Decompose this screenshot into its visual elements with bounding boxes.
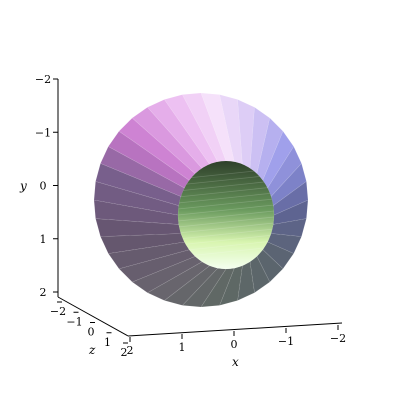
y-axis-title: y xyxy=(19,179,27,193)
y-axis-ticks: −2 −1 0 1 2 xyxy=(35,73,58,299)
torus-inner-band xyxy=(178,222,274,234)
torus-surface xyxy=(93,92,309,308)
torus-inner-band xyxy=(178,186,274,198)
x-axis-tick-label: 1 xyxy=(179,341,186,354)
torus-inner-band xyxy=(178,234,274,246)
z-axis-tick-label: 0 xyxy=(88,326,95,339)
torus-inner-band xyxy=(178,216,274,228)
z-axis-ticks: −2−1 012 xyxy=(50,301,128,359)
z-axis-tick-label: −1 xyxy=(66,315,82,328)
torus-inner-band xyxy=(178,228,274,240)
torus-inner-band xyxy=(178,180,274,192)
x-axis-tick-label: 0 xyxy=(231,338,238,351)
z-axis-tick-label: −2 xyxy=(50,305,66,318)
y-axis-tick-label: 1 xyxy=(40,233,47,246)
torus-inner-band xyxy=(178,192,274,204)
y-axis-tick-label: −1 xyxy=(35,126,51,139)
x-axis-tick-label: 2 xyxy=(127,344,134,357)
y-axis-tick-label: 0 xyxy=(40,180,47,193)
torus-inner-band xyxy=(178,240,274,252)
z-axis-title: z xyxy=(88,343,96,357)
x-axis-line xyxy=(127,322,343,337)
z-axis-tick-label: 1 xyxy=(104,336,111,349)
torus-hole xyxy=(178,161,274,269)
x-axis-ticks: 2 1 0 −1 −2 xyxy=(127,325,346,357)
x-axis-tick-label: −2 xyxy=(330,332,346,345)
x-axis-tick-label: −1 xyxy=(278,335,294,348)
torus-inner-band xyxy=(178,174,274,186)
y-axis-tick-label: 2 xyxy=(40,286,47,299)
torus-inner-band xyxy=(178,204,274,216)
x-axis-title: x xyxy=(232,355,239,369)
z-axis-tick-label: 2 xyxy=(121,346,128,359)
torus-outer-ring xyxy=(93,92,309,308)
y-axis-tick-label: −2 xyxy=(35,73,51,86)
z-axis-line xyxy=(57,296,129,337)
torus-inner-band xyxy=(178,198,274,210)
torus-inner-band xyxy=(178,210,274,222)
